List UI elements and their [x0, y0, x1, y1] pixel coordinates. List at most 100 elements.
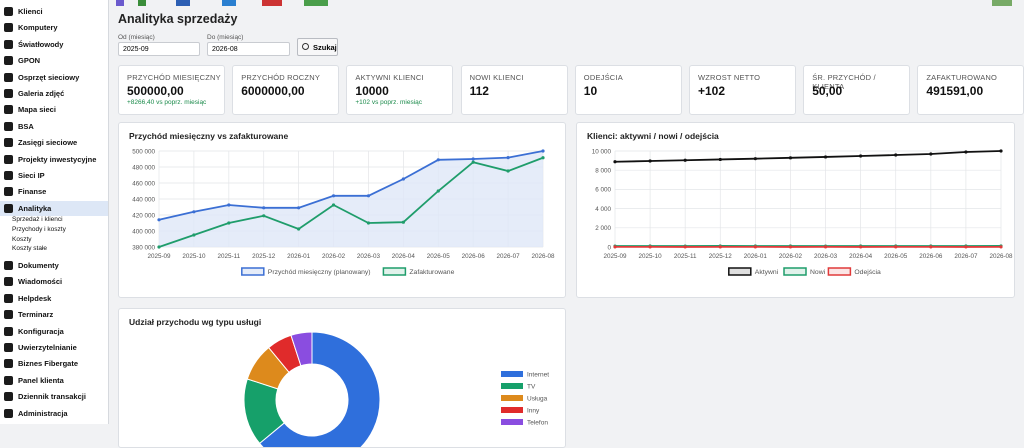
x-tick-label: 2026-02	[322, 253, 346, 260]
nav-subitem[interactable]: Koszty stałe	[12, 245, 47, 252]
data-point	[262, 206, 265, 209]
nav-item[interactable]: Komputery	[0, 20, 108, 35]
nav-item[interactable]: Terminarz	[0, 307, 108, 322]
nav-item[interactable]: Galeria zdjęć	[0, 86, 108, 101]
data-point	[859, 154, 862, 157]
kpi-value: 50,00	[812, 84, 842, 98]
kpi-label: AKTYWNI KLIENCI	[355, 73, 423, 82]
y-tick-label: 420 000	[132, 212, 155, 219]
nav-item[interactable]: Mapa sieci	[0, 102, 108, 117]
data-point	[402, 221, 405, 224]
nav-item[interactable]: Dokumenty	[0, 258, 108, 273]
x-tick-label: 2026-02	[779, 253, 803, 260]
nav-label: Panel klienta	[18, 373, 64, 388]
data-point	[157, 218, 160, 221]
data-point	[541, 149, 544, 152]
nav-icon	[4, 409, 13, 418]
data-point	[719, 245, 722, 248]
input[interactable]: 2026-08	[207, 42, 290, 56]
kpi-value: 500000,00	[127, 84, 184, 98]
main: Analityka sprzedaży Od (miesiąc) 2025-09…	[109, 8, 1024, 424]
nav-icon	[4, 155, 13, 164]
data-point	[754, 245, 757, 248]
x-tick-label: 2026-08	[531, 253, 555, 260]
nav-item[interactable]: Dziennik transakcji	[0, 389, 108, 404]
nav-label: Biznes Fibergate	[18, 356, 78, 371]
x-tick-label: 2026-05	[884, 253, 908, 260]
nav-item[interactable]: Osprzęt sieciowy	[0, 70, 108, 85]
nav-subitem[interactable]: Sprzedaż i klienci	[12, 216, 63, 223]
y-tick-label: 460 000	[132, 180, 155, 187]
nav-icon	[4, 187, 13, 196]
data-point	[824, 245, 827, 248]
x-tick-label: 2025-11	[674, 253, 697, 260]
chart-title: Udział przychodu wg typu usługi	[129, 317, 261, 327]
nav-item[interactable]: Uwierzytelnianie	[0, 340, 108, 355]
legend-label: Telefon	[527, 420, 548, 427]
x-tick-label: 2026-01	[287, 253, 311, 260]
nav-label: Terminarz	[18, 307, 53, 322]
data-point	[859, 245, 862, 248]
data-point	[472, 161, 475, 164]
x-tick-label: 2025-10	[182, 253, 206, 260]
nav-item[interactable]: Biznes Fibergate	[0, 356, 108, 371]
nav-item[interactable]: BSA	[0, 119, 108, 134]
nav-subitem[interactable]: Koszty	[12, 236, 32, 243]
y-tick-label: 6 000	[595, 187, 611, 194]
nav-item[interactable]: Wiadomości	[0, 274, 108, 289]
y-tick-label: 10 000	[592, 148, 612, 155]
nav-icon	[4, 138, 13, 147]
nav-item[interactable]: Finanse	[0, 184, 108, 199]
data-point	[437, 189, 440, 192]
nav-item[interactable]: Konfiguracja	[0, 324, 108, 339]
label: Do (miesiąc)	[207, 34, 243, 41]
search-button[interactable]: Szukaj	[297, 38, 338, 56]
nav-item[interactable]: Klienci	[0, 4, 108, 19]
nav-item[interactable]: Światłowody	[0, 37, 108, 52]
nav-label: Helpdesk	[18, 291, 51, 306]
x-tick-label: 2026-06	[919, 253, 943, 260]
data-point	[999, 245, 1002, 248]
data-point	[964, 245, 967, 248]
nav-item[interactable]: Sieci IP	[0, 168, 108, 183]
nav-label: Galeria zdjęć	[18, 86, 64, 101]
data-point	[684, 159, 687, 162]
nav-item[interactable]: Zasięgi sieciowe	[0, 135, 108, 150]
nav-item[interactable]: Helpdesk	[0, 291, 108, 306]
y-tick-label: 480 000	[132, 164, 155, 171]
x-tick-label: 2026-03	[357, 253, 381, 260]
page-title: Analityka sprzedaży	[118, 12, 238, 26]
data-point	[192, 210, 195, 213]
nav-item[interactable]: Panel klienta	[0, 373, 108, 388]
kpi-note: +8266,40 vs poprz. miesiąc	[127, 99, 206, 106]
nav-item[interactable]: GPON	[0, 53, 108, 68]
data-point	[929, 152, 932, 155]
data-point	[262, 214, 265, 217]
x-tick-label: 2025-10	[639, 253, 663, 260]
data-point	[648, 159, 651, 162]
data-point	[367, 194, 370, 197]
x-tick-label: 2026-06	[462, 253, 486, 260]
x-tick-label: 2025-12	[709, 253, 733, 260]
nav-icon	[4, 89, 13, 98]
input[interactable]: 2025-09	[118, 42, 200, 56]
kpi-card: WZROST NETTO+102	[689, 65, 796, 115]
nav-item[interactable]: Projekty inwestycyjne	[0, 152, 108, 167]
y-tick-label: 400 000	[132, 228, 155, 235]
y-tick-label: 440 000	[132, 196, 155, 203]
nav-label: Zasięgi sieciowe	[18, 135, 77, 150]
nav-item[interactable]: Analityka	[0, 201, 108, 216]
chart-title: Przychód miesięczny vs zafakturowane	[129, 131, 288, 141]
nav-subitem[interactable]: Przychody i koszty	[12, 226, 66, 233]
nav-icon	[4, 343, 13, 352]
x-tick-label: 2026-08	[989, 253, 1013, 260]
nav-item[interactable]: Administracja	[0, 406, 108, 421]
y-tick-label: 0	[607, 244, 611, 251]
